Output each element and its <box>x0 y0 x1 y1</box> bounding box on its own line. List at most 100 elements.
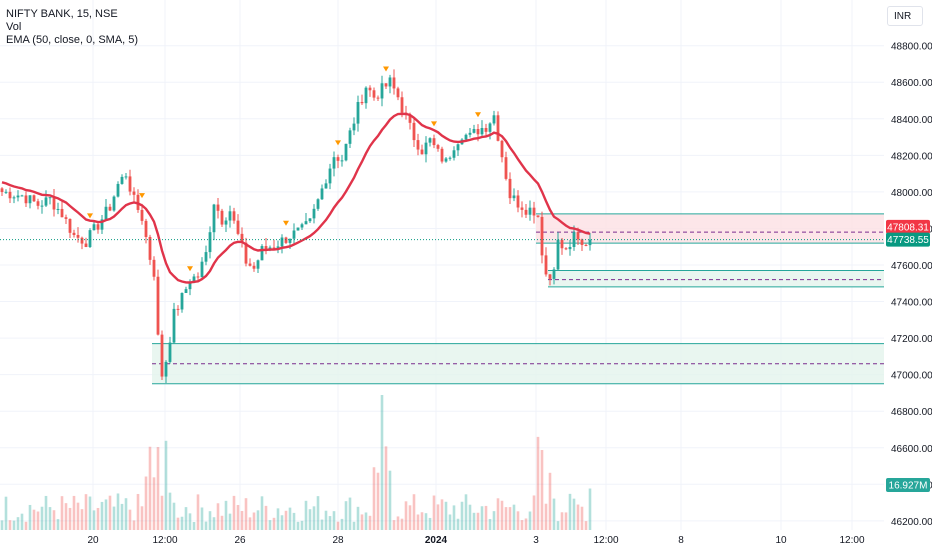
volume-bar <box>208 511 212 530</box>
volume-bar <box>228 513 232 530</box>
volume-bar <box>184 507 188 530</box>
volume-bar <box>248 517 252 530</box>
candle-body <box>116 183 120 197</box>
time-axis: 20 12:00 26 28 2024 3 12:00 8 10 12:00 <box>87 535 865 546</box>
candle-body <box>100 219 104 230</box>
volume-bar <box>260 496 264 530</box>
volume-bar <box>444 501 448 530</box>
volume-bar <box>520 520 524 530</box>
candle-body <box>560 239 564 249</box>
price-tick-label: 47200.00 <box>891 334 932 345</box>
candle-body <box>480 128 484 135</box>
candle-body <box>400 97 404 113</box>
candle-body <box>148 236 152 260</box>
candle-body <box>356 101 360 124</box>
candle-body <box>180 292 184 310</box>
volume-bar <box>560 512 564 530</box>
volume-bar <box>456 518 460 530</box>
candle-body <box>264 246 268 250</box>
candle-body <box>56 208 60 210</box>
volume-bar <box>52 510 56 530</box>
candlesticks <box>0 69 592 383</box>
candle-body <box>20 195 24 197</box>
candle-body <box>60 208 64 218</box>
volume-bar <box>408 505 412 530</box>
price-tick-label: 48400.00 <box>891 115 932 126</box>
volume-bar <box>500 500 504 530</box>
time-tick-label: 26 <box>234 535 246 546</box>
volume-bar <box>556 521 560 530</box>
candle-body <box>28 195 32 204</box>
price-tick-label: 46200.00 <box>891 517 932 528</box>
chart-legend: NIFTY BANK, 15, NSE Vol EMA (50, close, … <box>6 8 138 47</box>
candle-body <box>176 308 180 310</box>
candle-body <box>340 160 344 162</box>
candle-body <box>112 196 116 211</box>
candle-body <box>440 148 444 162</box>
volume-bar <box>324 510 328 530</box>
currency-button[interactable]: INR <box>887 6 923 26</box>
price-tick-label: 47600.00 <box>891 261 932 272</box>
volume-indicator-label[interactable]: Vol <box>6 21 22 33</box>
candle-body <box>84 243 88 247</box>
volume-bar <box>424 513 428 530</box>
volume-bar <box>396 516 400 530</box>
candle-body <box>216 204 220 211</box>
volume-bar <box>376 472 380 530</box>
volume-bar <box>16 517 20 530</box>
candle-body <box>160 334 164 377</box>
candle-body <box>564 248 568 250</box>
volume-bar <box>512 504 516 530</box>
volume-bar <box>372 467 376 530</box>
signal-marker <box>283 220 289 226</box>
candle-body <box>268 247 272 250</box>
volume-bar <box>240 510 244 530</box>
volume-bar <box>332 511 336 530</box>
candle-body <box>280 237 284 247</box>
volume-bar <box>492 511 496 530</box>
candle-body <box>428 138 432 143</box>
price-tick-label: 48000.00 <box>891 188 932 199</box>
candle-body <box>168 342 172 362</box>
volume-bar <box>388 470 392 530</box>
candle-body <box>392 77 396 89</box>
signal-marker <box>139 193 145 199</box>
volume-bar <box>516 511 520 530</box>
candle-body <box>248 263 252 266</box>
candle-body <box>128 176 132 192</box>
candle-body <box>184 289 188 293</box>
signal-marker <box>87 213 93 219</box>
candle-body <box>576 232 580 240</box>
signal-markers <box>87 66 481 272</box>
candle-body <box>144 220 148 237</box>
candle-body <box>424 142 428 155</box>
candle-body <box>48 197 52 199</box>
candle-body <box>352 123 356 131</box>
time-tick-label: 12:00 <box>593 535 618 546</box>
candle-body <box>532 207 536 216</box>
symbol-title[interactable]: NIFTY BANK, 15, NSE <box>6 8 118 20</box>
volume-label-text: 16.927M <box>889 481 928 492</box>
volume-bar <box>352 521 356 530</box>
volume-bar <box>140 506 144 530</box>
price-tick-label: 47400.00 <box>891 298 932 309</box>
candle-body <box>200 261 204 278</box>
candle-body <box>584 244 588 246</box>
volume-bar <box>188 513 192 530</box>
volume-bar <box>92 510 96 530</box>
candle-body <box>8 191 12 199</box>
volume-bar <box>364 512 368 530</box>
ema-indicator-label[interactable]: EMA (50, close, 0, SMA, 5) <box>6 34 139 46</box>
volume-bar <box>4 496 8 530</box>
candle-body <box>360 101 364 104</box>
volume-bar <box>552 498 556 530</box>
candle-body <box>320 188 324 200</box>
candle-body <box>288 238 292 243</box>
volume-bar <box>152 477 156 530</box>
volume-bar <box>480 506 484 530</box>
candle-body <box>316 199 320 209</box>
volume-bar <box>296 521 300 530</box>
volume-bar <box>64 503 68 530</box>
time-tick-label: 12:00 <box>839 535 864 546</box>
